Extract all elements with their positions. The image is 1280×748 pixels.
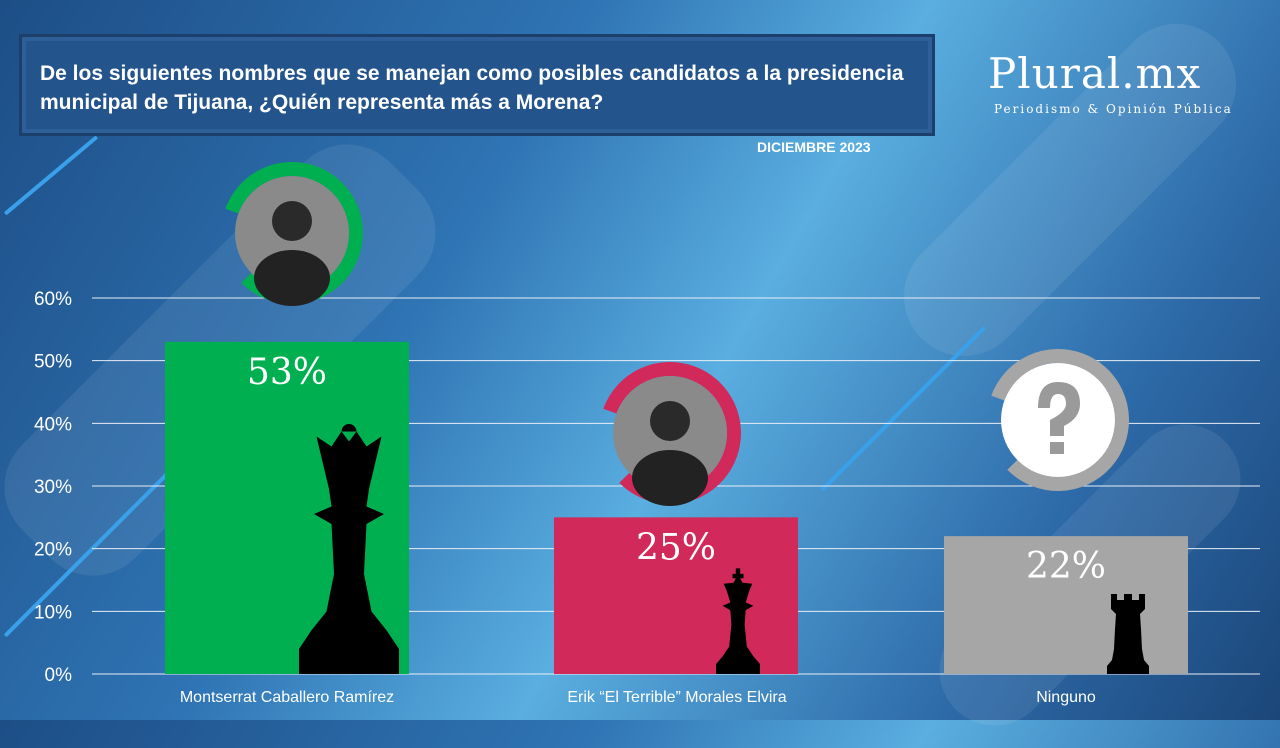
bar <box>944 536 1188 674</box>
y-tick-label: 50% <box>34 352 72 373</box>
question-mark-icon <box>1038 382 1080 436</box>
date-label: DICIEMBRE 2023 <box>757 139 871 155</box>
data-label: 22% <box>1026 546 1106 587</box>
y-tick-label: 30% <box>34 477 72 498</box>
data-label: 25% <box>636 527 716 568</box>
y-tick-label: 0% <box>45 665 73 686</box>
chess-rook-icon <box>1107 594 1149 674</box>
y-tick-label: 10% <box>34 602 72 623</box>
person-body-icon <box>254 250 330 306</box>
y-tick-label: 40% <box>34 414 72 435</box>
chess-king-icon <box>716 568 760 674</box>
chart-title: De los siguientes nombres que se manejan… <box>40 62 904 114</box>
y-tick-label: 20% <box>34 540 72 561</box>
person-body-icon <box>632 450 708 506</box>
logo-tagline: Periodismo & Opinión Pública <box>994 102 1233 116</box>
bar <box>554 517 798 674</box>
avatar-ring <box>987 349 1129 491</box>
person-head-icon <box>650 401 690 441</box>
title-box: De los siguientes nombres que se manejan… <box>22 37 932 133</box>
x-label: Erik “El Terrible” Morales Elvira <box>567 689 787 706</box>
y-tick-label: 60% <box>34 289 72 310</box>
x-label: Ninguno <box>1036 689 1096 706</box>
chess-queen-icon <box>299 424 399 674</box>
x-label: Montserrat Caballero Ramírez <box>179 689 395 706</box>
bar-chart: 0% 10% 20% 30% 40% 50% 60% 53% 25% 22% <box>34 162 1260 686</box>
question-mark-dot <box>1050 442 1064 454</box>
logo: Plural.mx <box>988 49 1202 98</box>
data-label: 53% <box>247 352 327 393</box>
person-head-icon <box>272 201 312 241</box>
